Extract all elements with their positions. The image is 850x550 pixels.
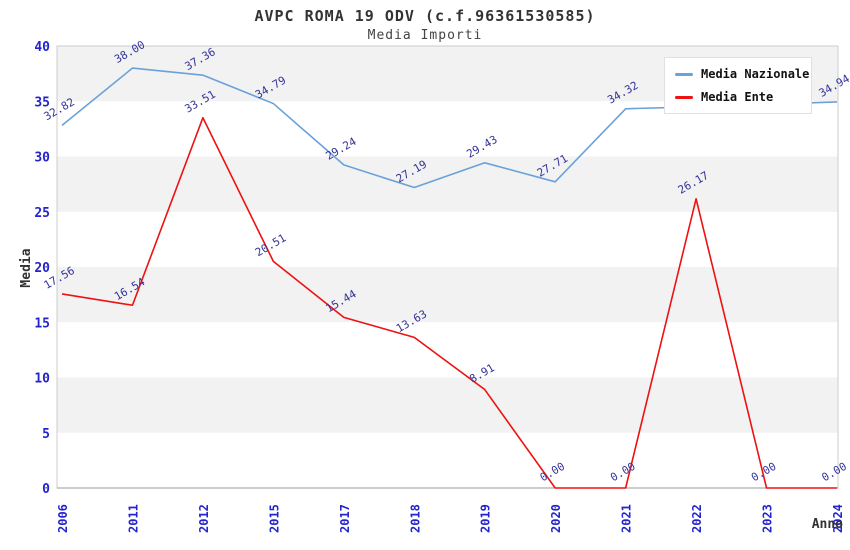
chart-subtitle: Media Importi xyxy=(367,28,483,43)
y-tick-label: 35 xyxy=(34,95,50,110)
legend-line-swatch xyxy=(675,95,693,99)
legend-line-swatch xyxy=(675,72,693,76)
grid-band xyxy=(57,432,838,488)
legend: Media Nazionale Media Ente xyxy=(664,57,812,114)
y-tick-label: 10 xyxy=(34,372,50,387)
y-tick-label: 40 xyxy=(34,40,50,55)
legend-label: Media Ente xyxy=(701,90,774,104)
x-tick-label: 2011 xyxy=(126,504,140,533)
grid-band xyxy=(57,377,838,433)
chart-title: AVPC ROMA 19 ODV (c.f.96361530585) xyxy=(254,7,596,25)
x-tick-label: 2018 xyxy=(408,504,422,533)
y-tick-label: 20 xyxy=(34,261,50,276)
x-tick-label: 2021 xyxy=(620,504,634,533)
legend-item: Media Ente xyxy=(675,90,801,104)
x-tick-label: 2024 xyxy=(831,504,845,533)
grid-band xyxy=(57,211,838,267)
x-tick-label: 2023 xyxy=(761,504,775,533)
y-tick-label: 5 xyxy=(42,427,50,442)
x-tick-label: 2022 xyxy=(690,504,704,533)
x-tick-label: 2015 xyxy=(267,504,281,533)
series-line-media-ente xyxy=(61,116,837,489)
grid-band xyxy=(57,267,838,323)
x-tick-label: 2012 xyxy=(197,504,211,533)
x-tick-label: 2006 xyxy=(56,504,70,533)
y-axis-title: Media xyxy=(19,248,34,287)
y-tick-label: 30 xyxy=(34,151,50,166)
y-tick-label: 0 xyxy=(42,482,50,497)
y-tick-label: 15 xyxy=(34,316,50,331)
x-axis-title: Anno xyxy=(812,517,843,532)
x-tick-label: 2020 xyxy=(549,504,563,533)
y-tick-label: 25 xyxy=(34,206,50,221)
grid-band xyxy=(57,156,838,212)
x-tick-label: 2019 xyxy=(479,504,493,533)
x-tick-label: 2017 xyxy=(338,504,352,533)
legend-label: Media Nazionale xyxy=(701,67,810,81)
legend-item: Media Nazionale xyxy=(675,67,809,81)
grid-band xyxy=(57,322,838,378)
